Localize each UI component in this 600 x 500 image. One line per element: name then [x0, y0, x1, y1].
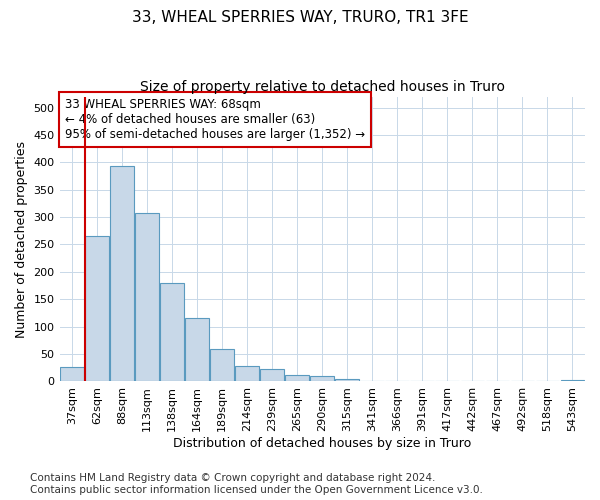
Bar — [210, 349, 234, 382]
Bar — [310, 376, 334, 382]
Text: 33 WHEAL SPERRIES WAY: 68sqm
← 4% of detached houses are smaller (63)
95% of sem: 33 WHEAL SPERRIES WAY: 68sqm ← 4% of det… — [65, 98, 365, 141]
Bar — [60, 366, 84, 382]
X-axis label: Distribution of detached houses by size in Truro: Distribution of detached houses by size … — [173, 437, 472, 450]
Text: Contains HM Land Registry data © Crown copyright and database right 2024.
Contai: Contains HM Land Registry data © Crown c… — [30, 474, 483, 495]
Bar — [260, 369, 284, 382]
Bar — [110, 166, 134, 382]
Bar — [235, 366, 259, 382]
Bar — [361, 381, 384, 382]
Bar — [135, 212, 159, 382]
Text: 33, WHEAL SPERRIES WAY, TRURO, TR1 3FE: 33, WHEAL SPERRIES WAY, TRURO, TR1 3FE — [131, 10, 469, 25]
Bar — [185, 318, 209, 382]
Bar — [85, 236, 109, 382]
Bar — [560, 380, 584, 382]
Bar — [286, 375, 309, 382]
Y-axis label: Number of detached properties: Number of detached properties — [15, 140, 28, 338]
Title: Size of property relative to detached houses in Truro: Size of property relative to detached ho… — [140, 80, 505, 94]
Bar — [160, 284, 184, 382]
Bar — [410, 381, 434, 382]
Bar — [385, 381, 409, 382]
Bar — [335, 378, 359, 382]
